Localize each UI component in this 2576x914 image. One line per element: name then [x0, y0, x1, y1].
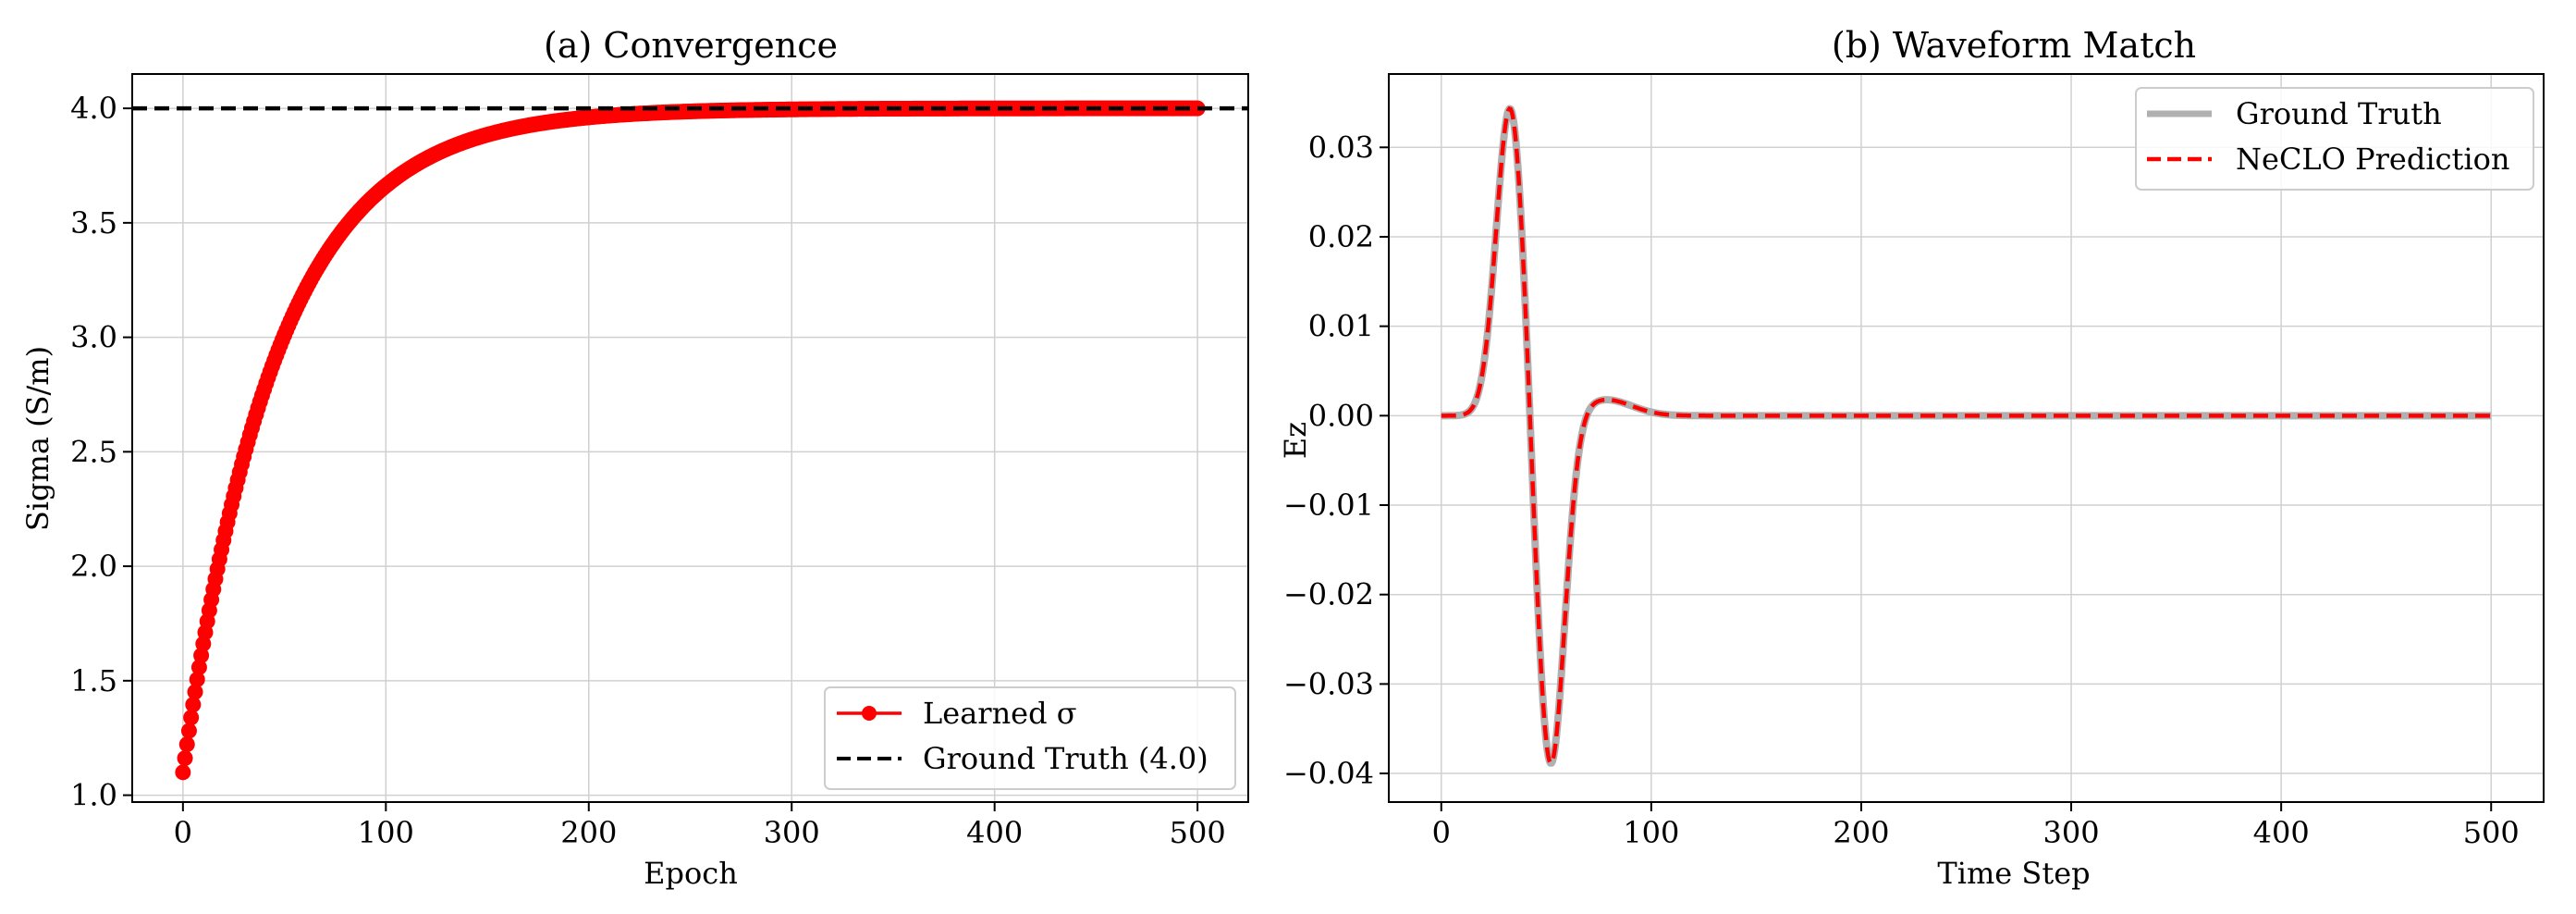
legend-label-prediction: NeCLO Prediction: [2236, 142, 2509, 177]
y-tick-label: 2.0: [70, 549, 117, 584]
learned-sigma-point: [187, 684, 203, 700]
learned-sigma-point: [189, 672, 205, 688]
learned-sigma-point: [177, 750, 193, 767]
y-tick-label: 4.0: [70, 91, 117, 126]
y-axis-label-a: Sigma (S/m): [20, 346, 55, 531]
learned-sigma-point: [193, 648, 210, 664]
learned-sigma-point: [180, 723, 197, 739]
ground-truth-waveform: [1438, 105, 2495, 767]
chart-title-a: (a) Convergence: [544, 25, 838, 66]
legend-a: Learned σ Ground Truth (4.0): [824, 686, 1236, 790]
prediction-waveform: [1441, 105, 2492, 766]
y-tick-label: 1.5: [70, 663, 117, 698]
axes-frame-a: [131, 73, 1249, 803]
y-axis-label-b: Ez: [1278, 422, 1313, 459]
plot-area-a: [132, 100, 1248, 781]
legend-marker-learned: [862, 706, 877, 721]
x-tick-label: 500: [1170, 815, 1226, 850]
learned-sigma-point: [185, 697, 202, 713]
y-tick-label: −0.04: [1283, 756, 1374, 791]
y-tick-label: 0.00: [1308, 398, 1374, 433]
legend-b: Ground Truth NeCLO Prediction: [2135, 87, 2534, 191]
learned-sigma-point: [183, 710, 200, 726]
ticks-b: 0 100 200 300 400 500 −0.04 −0.03 −0.02 −0.01 0.00…: [1283, 130, 2520, 850]
y-tick-label: 0.02: [1308, 219, 1374, 254]
y-tick-label: 3.5: [70, 205, 117, 241]
x-tick-label: 400: [966, 815, 1023, 850]
x-tick-label: 100: [1623, 815, 1679, 850]
chart-title-b: (b) Waveform Match: [1832, 25, 2196, 66]
panel-waveform: (b) Waveform Match 0 100 200 300 400 500 −0.04…: [1278, 25, 2545, 891]
x-tick-label: 100: [358, 815, 414, 850]
learned-sigma-point: [175, 764, 191, 781]
x-tick-label: 200: [560, 815, 617, 850]
legend-label-learned: Learned σ: [923, 696, 1077, 731]
y-tick-label: 0.03: [1308, 130, 1374, 165]
x-axis-label-b: Time Step: [1937, 856, 2090, 891]
y-tick-label: 2.5: [70, 434, 117, 469]
learned-sigma-point: [178, 736, 195, 753]
legend-box-b: [2135, 87, 2534, 191]
x-tick-label: 0: [1432, 815, 1451, 850]
x-tick-label: 0: [174, 815, 192, 850]
x-tick-label: 500: [2463, 815, 2520, 850]
legend-label-ground-truth-a: Ground Truth (4.0): [923, 741, 1208, 776]
x-tick-label: 200: [1833, 815, 1889, 850]
legend-label-ground-truth-b: Ground Truth: [2236, 96, 2442, 131]
legend-box-a: [824, 686, 1236, 790]
panel-convergence: (a) Convergence 0 100 200 300 400 500 1.0 1.5 2.…: [20, 25, 1249, 891]
x-axis-label-a: Epoch: [644, 856, 738, 891]
x-tick-label: 300: [764, 815, 820, 850]
y-tick-label: −0.01: [1283, 488, 1374, 523]
x-tick-label: 400: [2253, 815, 2310, 850]
plot-area-b: [1438, 105, 2495, 767]
learned-sigma-line: [181, 106, 1198, 773]
axes-frame-b: [1388, 73, 2545, 803]
x-tick-label: 300: [2043, 815, 2100, 850]
y-tick-label: 1.0: [70, 778, 117, 813]
y-tick-label: 3.0: [70, 320, 117, 355]
learned-sigma-point: [190, 659, 207, 675]
ticks-a: 0 100 200 300 400 500 1.0 1.5 2.0 2.5 3.0 3.5 4.0: [70, 91, 1226, 850]
y-tick-label: 0.01: [1308, 309, 1374, 344]
y-tick-label: −0.02: [1283, 577, 1374, 612]
y-tick-label: −0.03: [1283, 666, 1374, 701]
